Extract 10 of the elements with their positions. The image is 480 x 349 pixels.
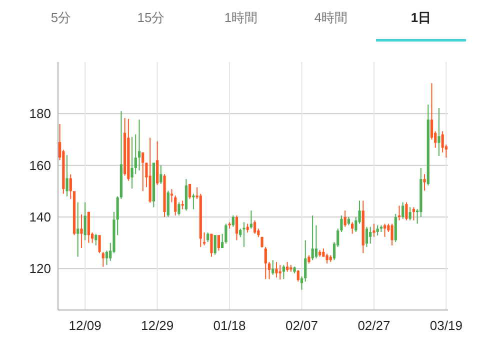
x-tick-label: 01/18 <box>213 318 246 333</box>
y-tick-label: 140 <box>29 210 51 224</box>
x-tick-label: 03/19 <box>430 318 462 333</box>
y-tick-label: 160 <box>29 158 51 173</box>
x-tick-label: 12/29 <box>141 318 174 333</box>
y-tick-label: 120 <box>29 261 51 276</box>
x-tick-label: 02/27 <box>358 318 390 333</box>
y-tick-label: 180 <box>29 106 51 122</box>
x-tick-label: 12/09 <box>68 318 102 333</box>
x-tick-label: 02/07 <box>285 318 318 333</box>
